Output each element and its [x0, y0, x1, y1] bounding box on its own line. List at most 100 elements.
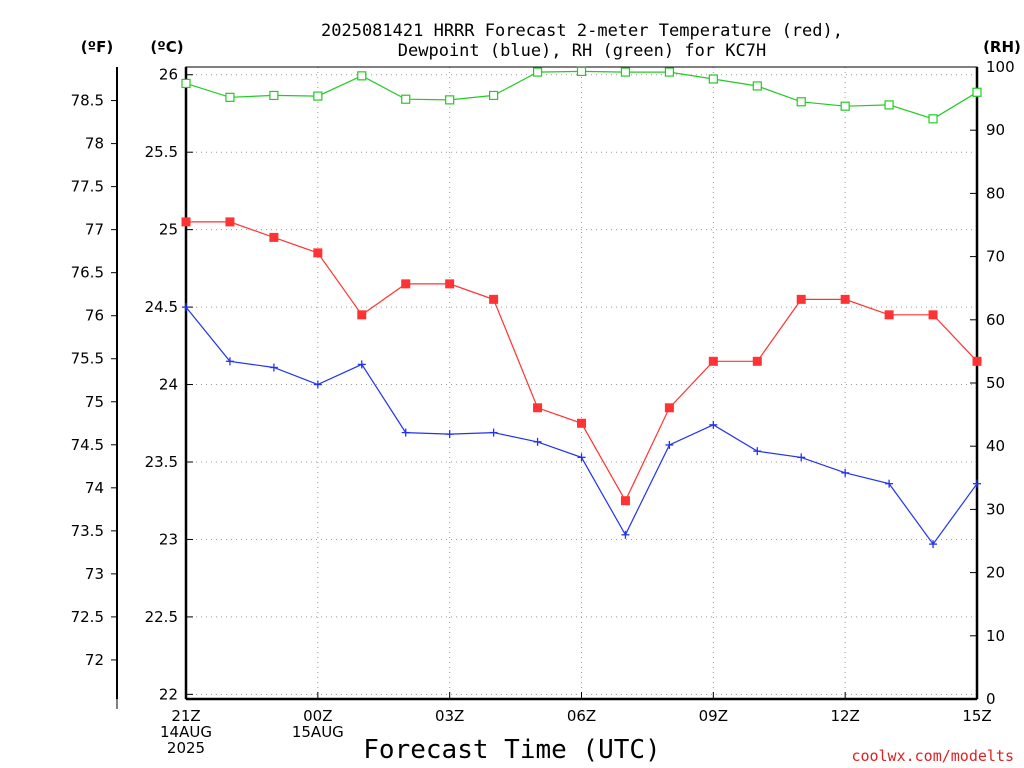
rh-point	[313, 91, 323, 101]
rh-point	[796, 97, 806, 107]
celsius-tick-label: 25.5	[145, 143, 178, 161]
x-tick-label: 15Z	[962, 707, 991, 725]
rh-point	[840, 101, 850, 111]
fahrenheit-unit-label: (ºF)	[81, 38, 113, 56]
dewpoint-point	[841, 468, 850, 477]
celsius-tick-label: 26	[159, 66, 178, 84]
rh-point	[576, 66, 587, 77]
celsius-tick-label: 24.5	[145, 298, 178, 316]
x-tick-label: 21Z	[171, 707, 200, 725]
celsius-tick-label: 22.5	[145, 608, 178, 626]
dewpoint-point	[885, 479, 894, 488]
rh-point	[401, 94, 411, 104]
rh-point	[445, 95, 455, 105]
fahrenheit-tick-label: 77	[85, 221, 104, 239]
celsius-tick-label: 24	[159, 376, 178, 394]
dewpoint-point	[665, 440, 674, 449]
rh-point	[884, 100, 894, 110]
temperature-point	[620, 496, 630, 506]
rh-unit-label: (RH)	[983, 38, 1021, 56]
fahrenheit-tick-label: 72.5	[71, 608, 104, 626]
rh-point	[357, 71, 367, 81]
x-tick-label: 14AUG	[160, 723, 212, 741]
fahrenheit-tick-label: 73.5	[71, 522, 104, 540]
fahrenheit-tick-label: 76	[85, 307, 104, 325]
temperature-point	[708, 356, 718, 366]
rh-tick-label: 80	[986, 184, 1005, 202]
celsius-tick-label: 25	[159, 221, 178, 239]
temperature-point	[445, 279, 455, 289]
temperature-point	[357, 310, 367, 320]
tick-labels: 22 22.5 23 23.5 24 24.5 25 25.5 26 72 72.5 73 73.5 74…	[71, 58, 1015, 757]
chart-title-line1: 2025081421 HRRR Forecast 2-meter Tempera…	[321, 21, 843, 41]
fahrenheit-tick-label: 74.5	[71, 436, 104, 454]
rh-point	[225, 92, 235, 102]
rh-tick-label: 100	[986, 58, 1015, 76]
dewpoint-point	[797, 453, 806, 462]
fahrenheit-tick-label: 78.5	[71, 92, 104, 110]
x-tick-label: 12Z	[830, 707, 859, 725]
temperature-point	[181, 217, 191, 227]
rh-tick-label: 70	[986, 248, 1005, 266]
dewpoint-point	[709, 420, 718, 429]
dewpoint-point	[445, 430, 454, 439]
x-tick-label: 2025	[167, 739, 205, 757]
rh-point	[489, 90, 499, 101]
x-tick-label: 09Z	[699, 707, 728, 725]
temperature-point	[884, 310, 894, 320]
fahrenheit-tick-label: 77.5	[71, 178, 104, 196]
rh-tick-label: 10	[986, 627, 1005, 645]
dewpoint-point	[401, 428, 410, 437]
fahrenheit-tick-label: 74	[85, 479, 104, 497]
dewpoint-point	[621, 530, 630, 539]
x-tick-label: 00Z	[303, 707, 332, 725]
dewpoint-point	[357, 360, 366, 369]
series-lines	[181, 66, 982, 549]
series-line-open-square	[185, 70, 978, 120]
temperature-point	[972, 356, 982, 366]
rh-tick-label: 90	[986, 121, 1005, 139]
fahrenheit-tick-label: 73	[85, 565, 104, 583]
dewpoint-point	[753, 447, 762, 456]
rh-tick-label: 40	[986, 437, 1005, 455]
dewpoint-point	[533, 437, 542, 446]
rh-point	[664, 67, 674, 77]
temperature-point	[225, 217, 235, 227]
temperature-point	[533, 403, 543, 413]
fahrenheit-tick-label: 72	[85, 651, 104, 669]
x-tick-label: 06Z	[567, 707, 596, 725]
dewpoint-point	[929, 540, 938, 549]
temperature-point	[796, 294, 806, 304]
dewpoint-point	[973, 479, 981, 488]
rh-point	[752, 81, 762, 91]
x-tick-label: 03Z	[435, 707, 464, 725]
temperature-point	[664, 403, 674, 413]
fahrenheit-tick-label: 78	[85, 135, 104, 153]
fahrenheit-tick-label: 76.5	[71, 264, 104, 282]
rh-point	[532, 67, 543, 77]
grid-lines	[186, 67, 977, 699]
rh-tick-label: 0	[986, 690, 996, 708]
credit-link[interactable]: coolwx.com/modelts	[851, 747, 1014, 765]
temperature-point	[401, 279, 411, 289]
rh-tick-label: 50	[986, 374, 1005, 392]
temperature-point	[577, 418, 586, 428]
rh-tick-label: 30	[986, 500, 1005, 518]
celsius-tick-label: 23	[159, 530, 178, 548]
dewpoint-point	[225, 357, 234, 366]
temperature-point	[489, 294, 499, 304]
fahrenheit-tick-label: 75.5	[71, 350, 104, 368]
rh-tick-label: 60	[986, 311, 1005, 329]
temperature-point	[752, 356, 762, 366]
celsius-tick-label: 23.5	[145, 453, 178, 471]
dewpoint-point	[489, 428, 498, 437]
chart-title-line2: Dewpoint (blue), RH (green) for KC7H	[398, 41, 766, 61]
dewpoint-point	[182, 303, 190, 312]
rh-point	[708, 74, 718, 84]
rh-point	[269, 90, 279, 101]
celsius-tick-label: 22	[159, 685, 178, 703]
rh-point	[928, 114, 938, 124]
x-tick-label: 15AUG	[292, 723, 344, 741]
temperature-point	[313, 248, 323, 258]
